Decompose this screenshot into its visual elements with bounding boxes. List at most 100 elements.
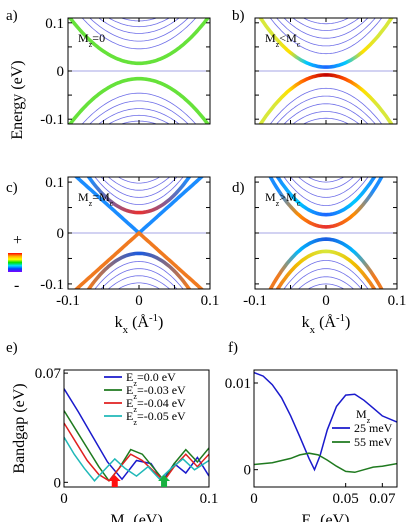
legend-label: 25 meV (354, 421, 393, 435)
y-tick-label: 0.07 (35, 366, 62, 382)
inset-label-part: M (265, 31, 276, 45)
x-axis-label-part: (Å (128, 313, 149, 331)
inset-label-part: z (89, 199, 93, 208)
y-tick-label: 0.1 (45, 175, 64, 191)
subband-line (81, 18, 197, 50)
colorbar: +- (8, 232, 22, 294)
legend-label-part: E (126, 383, 133, 397)
subband-line (292, 111, 360, 124)
x-tick-label: 0.07 (369, 491, 396, 507)
panel-a: 0.1 0 -0.1 Mz=0 a) (6, 8, 211, 128)
subband-line (289, 268, 363, 289)
highlighted-band-line (68, 18, 210, 66)
highlighted-band-line (258, 18, 394, 69)
inset-label-part: z (276, 40, 280, 49)
arrow-marker (158, 475, 171, 487)
highlighted-band-line (275, 249, 377, 289)
band-lines (255, 177, 397, 289)
x-axis-label-part: -1 (336, 312, 345, 324)
y-axis-label: Bandgap (eV) (11, 383, 28, 473)
legend-label: 55 meV (354, 435, 393, 449)
y-tick-label: 0.1 (45, 16, 64, 32)
legend-label-part: E (126, 409, 133, 423)
x-tick-label: 0.05 (333, 491, 359, 507)
y-tick-label: 0 (54, 475, 62, 491)
panel-letter: e) (6, 340, 18, 356)
inset-label-part: =0 (92, 31, 105, 45)
subband-line (297, 276, 355, 289)
y-tick-label: 0 (244, 463, 252, 479)
subband-line (283, 103, 369, 124)
subband-line (117, 282, 161, 289)
x-axis-label-part: x (310, 324, 316, 336)
subband-line (302, 18, 350, 25)
panel-c: 0.10-0.1-0.1 0 0.1kx (Å-1)Mz=Mcc) (6, 175, 220, 336)
subband-line (297, 177, 355, 190)
x-axis-label-part: ) (345, 314, 350, 331)
panel-letter: b) (232, 8, 245, 24)
x-axis-label-part: k (115, 314, 123, 331)
colorbar-gradient (8, 253, 22, 272)
subband-line (307, 283, 345, 289)
legend-label-part: =-0.05 eV (137, 409, 186, 423)
legend-label-part: z (133, 405, 137, 414)
inset-label-part: c (297, 199, 301, 208)
panel-b: Mz<Mc b) (232, 8, 398, 125)
x-tick-label: 0 (135, 293, 143, 309)
subband-line (292, 18, 360, 31)
x-axis-label-part: M (110, 512, 124, 522)
x-tick-label: 0 (322, 293, 330, 309)
inset-label: Mz<Mc (265, 31, 301, 49)
subband-line (269, 87, 383, 124)
plot-frame (63, 369, 210, 488)
inset-label-part: M (78, 31, 89, 45)
inset-label-part: M (265, 190, 276, 204)
inset-label-part: z (276, 199, 280, 208)
x-tick-label: -0.1 (243, 293, 267, 309)
colorbar-minus-label: - (14, 277, 19, 294)
subband-line (98, 18, 180, 34)
band-lines (255, 18, 397, 124)
legend-title: Mz (356, 407, 371, 425)
subband-line (120, 120, 158, 124)
y-tick-label: 0.01 (225, 376, 251, 392)
subband-line (107, 275, 171, 289)
highlighted-band-line (258, 73, 394, 124)
legend-label: Ez=-0.05 eV (126, 409, 186, 427)
subband-line (94, 177, 184, 205)
legend-label-part: E (126, 370, 133, 384)
subband-line (107, 177, 171, 191)
x-axis-label: kx (Å-1) (115, 312, 164, 336)
subband-line (81, 92, 197, 124)
x-axis-label-part: ) (158, 314, 163, 331)
x-axis-label-part: k (302, 314, 310, 331)
subband-line (89, 18, 189, 42)
x-axis-label-part: (Å (315, 313, 336, 331)
subband-line (276, 95, 376, 124)
x-tick-label: 0 (60, 491, 68, 507)
arrow-marker (108, 475, 121, 487)
inset-label: Mz=0 (78, 31, 105, 49)
legend-label-part: z (133, 379, 137, 388)
inset-label-part: M (78, 190, 89, 204)
band-lines (68, 18, 210, 124)
bandgap-series-line (254, 452, 397, 474)
y-axis-label: Energy (eV) (9, 60, 26, 139)
subband-line (89, 100, 189, 124)
highlighted-band-line (86, 251, 192, 289)
subband-line (269, 18, 383, 55)
panel-letter: d) (232, 180, 245, 196)
subband-line (289, 177, 363, 198)
panel-d: -0.1 0 0.1 kx (Å-1) Mz>Mc d) (232, 176, 407, 336)
inset-label: Mz=Mc (78, 190, 114, 208)
x-tick-label: 0.1 (201, 293, 220, 309)
legend-label-part: z (133, 418, 137, 427)
series-group (64, 388, 209, 483)
x-tick-label: 0.1 (388, 293, 407, 309)
subband-line (108, 18, 170, 28)
